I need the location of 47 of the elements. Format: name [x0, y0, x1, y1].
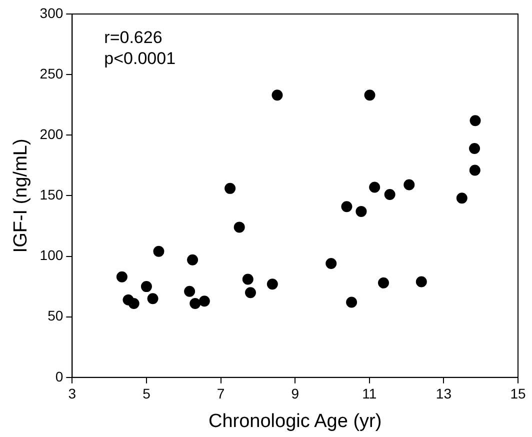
x-axis-title: Chronologic Age (yr) — [208, 410, 382, 432]
point — [341, 201, 352, 212]
point — [416, 276, 427, 288]
y-tick-label: 300 — [40, 4, 64, 21]
point — [244, 287, 256, 298]
point — [469, 142, 480, 154]
point — [140, 281, 152, 292]
y-tick-label: 0 — [55, 368, 64, 384]
point — [147, 293, 158, 304]
point — [356, 206, 367, 217]
point — [404, 179, 415, 190]
point — [369, 182, 380, 193]
point — [470, 115, 481, 126]
x-tick-label: 7 — [216, 386, 225, 402]
point — [456, 192, 468, 204]
point — [469, 164, 480, 176]
point — [272, 90, 283, 101]
point — [242, 274, 254, 285]
point — [224, 182, 236, 194]
annotation: r=0.626 — [104, 28, 162, 48]
y-tick-label: 100 — [40, 247, 64, 264]
point — [384, 188, 396, 200]
annotation: p<0.0001 — [104, 49, 176, 68]
x-tick-label: 15 — [510, 386, 526, 402]
point — [234, 222, 245, 233]
point — [364, 90, 376, 101]
x-tick-label: 5 — [142, 386, 151, 402]
point — [184, 286, 196, 297]
y-tick-label: 250 — [40, 65, 64, 82]
point — [153, 246, 164, 257]
y-tick-label: 150 — [40, 186, 64, 203]
point — [128, 298, 140, 310]
x-tick-label: 13 — [436, 386, 452, 402]
y-tick-label: 50 — [48, 308, 64, 324]
y-axis-title: IGF-I (ng/mL) — [10, 138, 32, 253]
point — [326, 258, 337, 270]
point — [266, 278, 278, 290]
x-tick-label: 3 — [68, 386, 76, 402]
x-tick-label: 11 — [362, 386, 377, 402]
point — [378, 277, 390, 288]
x-tick-label: 9 — [291, 386, 300, 402]
point — [116, 271, 128, 282]
point — [190, 298, 201, 310]
y-tick-label: 200 — [40, 126, 64, 142]
point — [187, 254, 198, 266]
point — [346, 296, 358, 308]
point — [198, 296, 210, 307]
